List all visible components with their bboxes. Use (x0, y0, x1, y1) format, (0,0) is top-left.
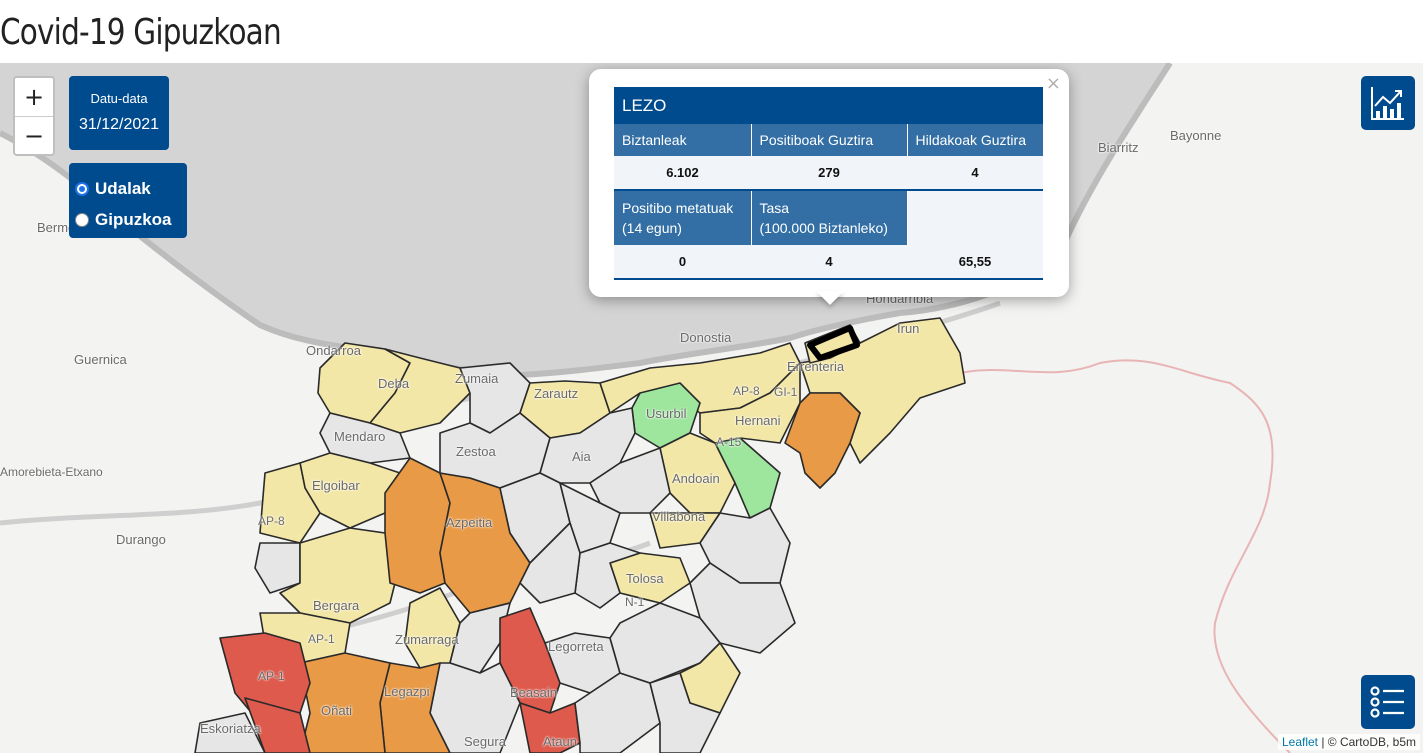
popup-header: Biztanleak (614, 124, 752, 156)
place-label: Aia (572, 449, 591, 464)
place-label: Zarautz (534, 386, 579, 401)
popup-close-button[interactable]: × (1045, 73, 1061, 94)
municipality (659, 432, 736, 514)
popup-value: 4 (907, 156, 1043, 191)
place-label: Hernani (735, 413, 781, 428)
popup-header: Hildakoak Guztira (907, 124, 1043, 156)
place-label: Elgoibar (312, 478, 360, 493)
mode-label: Gipuzkoa (95, 209, 172, 229)
road-label: GI-1 (774, 385, 798, 399)
border-line (959, 359, 1291, 753)
leaflet-link[interactable]: Leaflet (1281, 735, 1318, 749)
zoom-in-button[interactable]: + (15, 78, 53, 116)
place-label: Tolosa (626, 571, 664, 586)
place-label: Irun (897, 321, 920, 336)
road-label: A-15 (716, 435, 742, 449)
mode-option-udalak[interactable]: Udalak (75, 173, 187, 204)
municipality (244, 697, 311, 753)
municipality (369, 348, 471, 434)
place-label: Bayonne (1170, 128, 1222, 143)
municipality-popup: × LEZO Biztanleak Positiboak Guztira Hil… (589, 69, 1069, 297)
place-label: Azpeitia (446, 515, 493, 530)
chart-icon (1371, 87, 1404, 120)
popup-header: Positibo metatuak (14 egun) (614, 190, 752, 245)
popup-header-empty (907, 190, 1043, 245)
place-label: Bergara (313, 598, 360, 613)
popup-value: 6.102 (614, 156, 751, 191)
radio-gipuzkoa[interactable] (75, 212, 89, 227)
place-label: Mendaro (334, 429, 386, 444)
municipality (784, 392, 861, 489)
road-label: N-1 (625, 595, 645, 609)
municipality (649, 672, 721, 753)
place-label: Eskoriatza (200, 721, 261, 736)
chart-button[interactable] (1361, 76, 1415, 130)
popup-town-name: LEZO (614, 87, 1043, 124)
zoom-control: + − (13, 76, 55, 156)
popup-header: Positiboak Guztira (751, 124, 908, 156)
attribution: Leaflet | © CartoDB, b5m (1277, 734, 1420, 750)
municipality (259, 462, 321, 544)
municipality (807, 325, 860, 361)
place-label: Zestoa (456, 444, 496, 459)
date-label: Datu-data (90, 91, 148, 106)
road-label: AP-1 (308, 632, 335, 646)
municipality (699, 362, 801, 444)
place-label: Guernica (74, 352, 127, 367)
municipality (519, 522, 581, 604)
radio-udalak[interactable] (75, 181, 89, 196)
place-label: Ataun (543, 734, 577, 749)
place-label: Legazpi (384, 684, 430, 699)
place-label: Errenteria (787, 359, 845, 374)
road-label: AP-1 (258, 669, 285, 683)
place-label: Beasain (510, 685, 557, 700)
place-label: Deba (378, 376, 410, 391)
place-label: Zumarraga (395, 632, 459, 647)
mode-option-gipuzkoa[interactable]: Gipuzkoa (75, 204, 187, 235)
place-label: Villabona (652, 509, 706, 524)
municipality (279, 527, 401, 624)
place-label: Usurbil (646, 406, 687, 421)
municipality (319, 412, 411, 464)
place-label: Legorreta (548, 639, 604, 654)
popup-value: 4 (751, 245, 907, 280)
place-label: Oñati (321, 703, 353, 718)
place-label: Ondarroa (306, 343, 361, 358)
mode-label: Udalak (95, 178, 151, 198)
popup-value: 0 (614, 245, 751, 280)
place-label: Durango (116, 532, 166, 547)
date-value: 31/12/2021 (78, 116, 160, 133)
municipality (254, 542, 301, 594)
place-label: Amorebieta-Etxano (0, 465, 103, 479)
popup-header: Tasa (100.000 Biztanleko) (751, 190, 908, 245)
date-box: Datu-data 31/12/2021 (69, 76, 169, 150)
place-label: Donostia (680, 330, 732, 345)
legend-button[interactable] (1361, 675, 1415, 729)
popup-table: LEZO Biztanleak Positiboak Guztira Hilda… (614, 87, 1043, 280)
road-label: AP-8 (258, 514, 285, 528)
municipality (299, 652, 391, 753)
municipality (574, 542, 641, 609)
place-label: Segura (464, 734, 506, 749)
municipality (384, 457, 451, 594)
popup-value: 279 (751, 156, 907, 191)
attribution-text: | © CartoDB, b5m (1321, 735, 1416, 749)
municipality (219, 632, 311, 724)
zoom-out-button[interactable]: − (15, 116, 53, 154)
popup-value: 65,55 (907, 245, 1043, 280)
page-title: Covid-19 Gipuzkoan (0, 12, 282, 53)
place-label: Biarritz (1098, 140, 1139, 155)
municipality (194, 712, 266, 753)
list-icon (1370, 686, 1404, 718)
mode-selector: Udalak Gipuzkoa (69, 163, 187, 238)
map[interactable]: Biarritz Bayonne Hondarribia Irun Errent… (0, 63, 1423, 753)
place-label: Zumaia (455, 371, 499, 386)
road-label: AP-8 (733, 384, 760, 398)
place-label: Andoain (672, 471, 720, 486)
popup-tip (816, 291, 844, 305)
